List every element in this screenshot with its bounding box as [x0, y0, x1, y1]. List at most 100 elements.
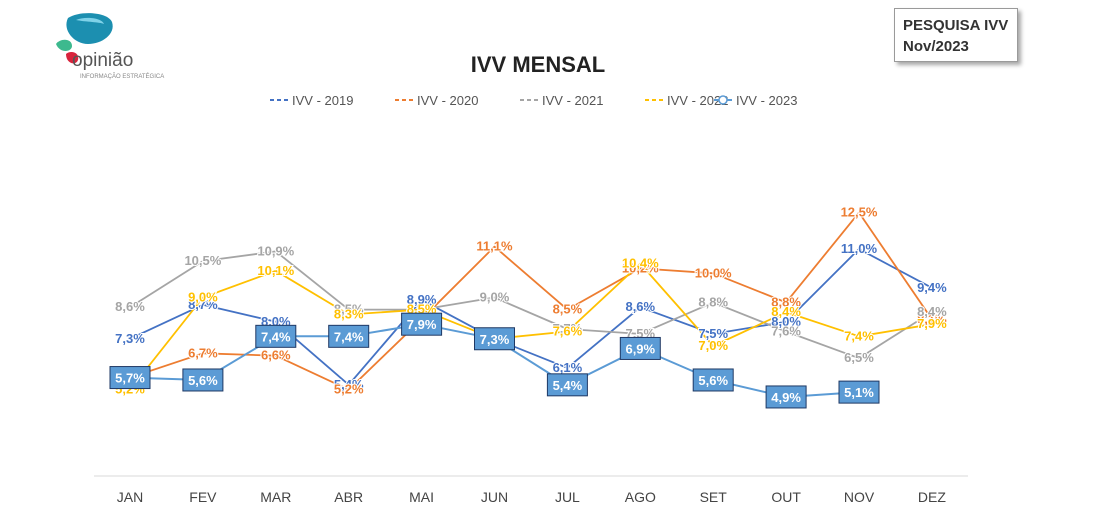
data-label-3-1: 9,0%	[188, 290, 218, 305]
x-tick-jan: JAN	[117, 489, 143, 505]
survey-badge: PESQUISA IVV Nov/2023	[894, 8, 1018, 62]
data-label-2-3: 8,5%	[334, 302, 364, 317]
data-label-1-11: 8,1%	[917, 311, 947, 326]
data-label-1-6: 8,5%	[553, 302, 583, 317]
data-label-2-5: 9,0%	[480, 290, 510, 305]
data-label-1-1: 6,7%	[188, 345, 218, 360]
data-label-box-4-2	[255, 324, 297, 348]
legend-label-1: IVV - 2020	[417, 93, 478, 108]
data-label-text-4-4: 7,9%	[407, 317, 437, 332]
data-label-2-9: 7,6%	[771, 323, 801, 338]
data-label-text-4-3: 7,4%	[334, 329, 364, 344]
data-label-2-0: 8,6%	[115, 299, 145, 314]
data-label-text-4-6: 5,4%	[553, 378, 583, 393]
data-label-4-6: 5,4%	[546, 373, 588, 397]
data-label-4-9: 4,9%	[765, 385, 807, 409]
series-line-0	[129, 248, 933, 386]
data-label-box-4-10	[838, 380, 880, 404]
data-label-0-0: 7,3%	[115, 331, 145, 346]
data-label-2-10: 6,5%	[844, 350, 874, 365]
data-label-2-1: 10,5%	[184, 253, 221, 268]
series-line-1	[129, 211, 933, 391]
data-label-0-10: 11,0%	[841, 241, 878, 256]
data-label-1-8: 10,0%	[695, 265, 732, 280]
x-tick-mar: MAR	[260, 489, 291, 505]
x-tick-jul: JUL	[555, 489, 580, 505]
x-axis-ticks: JAN FEV MAR ABR MAI JUN JUL AGO SET OUT NOV DEZ	[117, 489, 947, 505]
legend-item-3: IVV - 2022	[645, 93, 728, 108]
data-label-4-4: 7,9%	[401, 312, 443, 336]
data-label-1-10: 12,5%	[841, 205, 878, 220]
svg-text:INFORMAÇÃO ESTRATÉGICA: INFORMAÇÃO ESTRATÉGICA	[80, 73, 164, 80]
data-label-box-4-6	[546, 373, 588, 397]
data-label-box-4-5	[474, 327, 515, 351]
data-label-text-4-8: 5,6%	[698, 373, 728, 388]
data-label-box-4-1	[182, 368, 224, 392]
data-label-4-7: 6,9%	[619, 336, 661, 360]
chart-legend: IVV - 2019 IVV - 2020 IVV - 2021 IVV - 2022…	[270, 93, 797, 108]
data-label-3-2: 10,1%	[257, 263, 294, 278]
series-line-3	[129, 262, 933, 391]
data-label-3-10: 7,4%	[844, 328, 874, 343]
data-label-4-10: 5,1%	[838, 380, 880, 404]
data-label-text-4-9: 4,9%	[771, 390, 801, 405]
data-label-1-3: 5,2%	[334, 382, 364, 397]
data-label-2-6: 7,7%	[553, 321, 583, 336]
data-label-3-9: 8,4%	[771, 304, 801, 319]
data-label-2-8: 8,8%	[698, 294, 728, 309]
legend-label-4: IVV - 2023	[736, 93, 797, 108]
series-lines	[129, 211, 933, 398]
data-label-3-3: 8,3%	[334, 306, 364, 321]
svg-text:opinião: opinião	[72, 50, 133, 71]
data-label-box-4-3	[328, 324, 370, 348]
data-label-text-4-1: 5,6%	[188, 373, 218, 388]
data-label-0-4: 8,9%	[407, 292, 437, 307]
x-tick-ago: AGO	[625, 489, 656, 505]
legend-item-0: IVV - 2019	[270, 93, 353, 108]
legend-label-0: IVV - 2019	[292, 93, 353, 108]
data-label-4-5: 7,3%	[474, 327, 515, 351]
data-labels: 7,3%8,7%8,0%5,4%8,9%6,1%8,6%7,5%8,0%11,0…	[109, 204, 948, 409]
data-label-4-3: 7,4%	[328, 324, 370, 348]
data-label-4-2: 7,4%	[255, 324, 297, 348]
data-label-3-7: 10,4%	[622, 256, 659, 271]
x-tick-nov: NOV	[844, 489, 875, 505]
x-tick-mai: MAI	[409, 489, 434, 505]
legend-item-1: IVV - 2020	[395, 93, 478, 108]
legend-item-2: IVV - 2021	[520, 93, 603, 108]
data-label-text-4-7: 6,9%	[625, 341, 655, 356]
series-line-2	[129, 250, 933, 360]
data-label-0-8: 7,5%	[698, 326, 728, 341]
data-label-text-4-2: 7,4%	[261, 329, 291, 344]
data-label-0-1: 8,7%	[188, 297, 218, 312]
x-tick-fev: FEV	[189, 489, 217, 505]
badge-line-1: PESQUISA IVV	[903, 17, 1009, 34]
data-label-1-9: 8,8%	[771, 294, 801, 309]
data-label-4-8: 5,6%	[692, 368, 734, 392]
badge-line-2: Nov/2023	[903, 38, 969, 55]
data-label-3-6: 7,6%	[553, 323, 583, 338]
data-label-box-4-8	[692, 368, 734, 392]
data-label-1-7: 10,2%	[622, 260, 659, 275]
data-label-3-8: 7,0%	[698, 338, 728, 353]
data-label-0-9: 8,0%	[771, 314, 801, 329]
data-label-4-0: 5,7%	[109, 366, 151, 390]
data-label-2-11: 8,4%	[917, 304, 947, 319]
data-label-box-4-0	[109, 366, 151, 390]
data-label-text-4-5: 7,3%	[480, 332, 510, 347]
x-tick-out: OUT	[771, 489, 801, 505]
data-label-0-3: 5,4%	[334, 377, 364, 392]
data-label-box-4-9	[765, 385, 807, 409]
chart-title: IVV MENSAL	[471, 52, 605, 77]
data-label-box-4-7	[619, 336, 661, 360]
data-label-0-6: 6,1%	[553, 360, 583, 375]
data-label-1-5: 11,1%	[476, 239, 513, 254]
x-tick-dez: DEZ	[918, 489, 946, 505]
legend-marker-4	[718, 95, 728, 105]
data-label-1-2: 6,6%	[261, 348, 291, 363]
legend-label-3: IVV - 2022	[667, 93, 728, 108]
legend-label-2: IVV - 2021	[542, 93, 603, 108]
data-label-0-11: 9,4%	[917, 280, 947, 295]
data-label-0-7: 8,6%	[625, 299, 655, 314]
data-label-text-4-10: 5,1%	[844, 385, 874, 400]
